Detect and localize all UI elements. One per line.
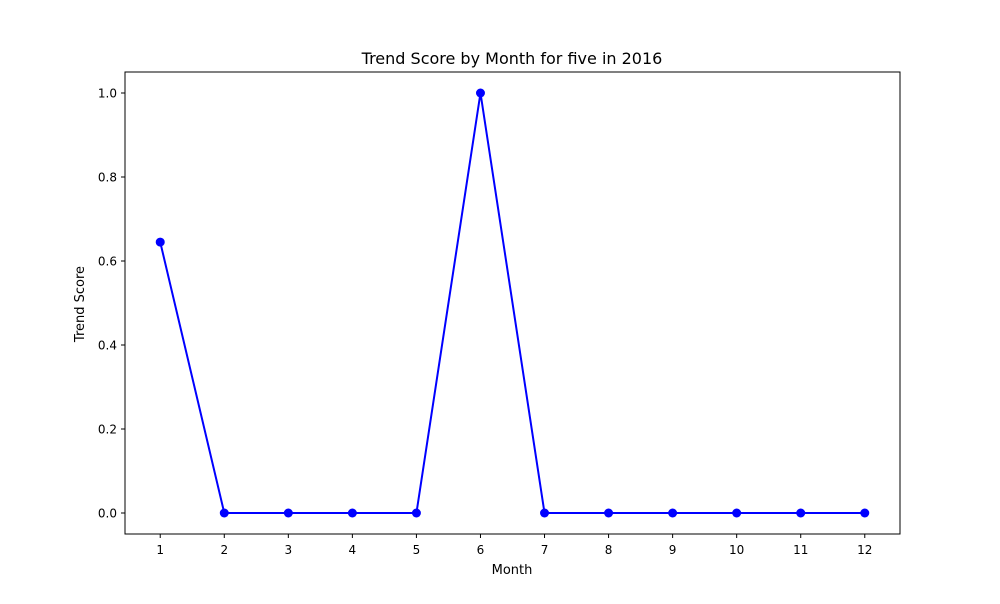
series-line — [159, 92, 865, 514]
x-tick-label: 6 — [477, 543, 485, 557]
y-tick-label: 0.4 — [98, 339, 117, 353]
x-tick-label: 7 — [541, 543, 549, 557]
data-point — [155, 237, 165, 247]
data-point — [411, 508, 421, 518]
data-point — [475, 88, 485, 98]
x-tick-label: 1 — [156, 543, 164, 557]
x-tick-label: 9 — [669, 543, 677, 557]
x-tick-label: 5 — [413, 543, 421, 557]
y-axis-label: Trend Score — [73, 266, 88, 343]
x-tick-label: 3 — [285, 543, 293, 557]
plot-area-frame — [124, 71, 901, 535]
data-point — [732, 508, 742, 518]
y-tick-label: 0.0 — [98, 507, 117, 521]
x-tick-label: 2 — [220, 543, 228, 557]
data-point — [796, 508, 806, 518]
y-tick-label: 0.2 — [98, 423, 117, 437]
data-point — [860, 508, 870, 518]
data-point — [219, 508, 229, 518]
x-tick-label: 8 — [605, 543, 613, 557]
data-point — [540, 508, 550, 518]
data-point — [283, 508, 293, 518]
series-layer — [155, 88, 870, 518]
x-tick-label: 4 — [349, 543, 357, 557]
x-axis-ticks: 1 2 3 4 5 6 7 8 9 10 11 12 — [156, 534, 872, 557]
x-tick-label: 10 — [729, 543, 744, 557]
y-axis-ticks: 0.0 0.2 0.4 0.6 0.8 1.0 — [98, 87, 125, 521]
data-point — [604, 508, 614, 518]
y-tick-label: 0.6 — [98, 255, 117, 269]
y-tick-label: 0.8 — [98, 171, 117, 185]
x-tick-label: 11 — [793, 543, 808, 557]
x-tick-label: 12 — [857, 543, 872, 557]
chart-title: Trend Score by Month for five in 2016 — [361, 49, 663, 68]
data-point — [347, 508, 357, 518]
data-point — [668, 508, 678, 518]
x-axis-label: Month — [492, 563, 533, 578]
y-tick-label: 1.0 — [98, 87, 117, 101]
